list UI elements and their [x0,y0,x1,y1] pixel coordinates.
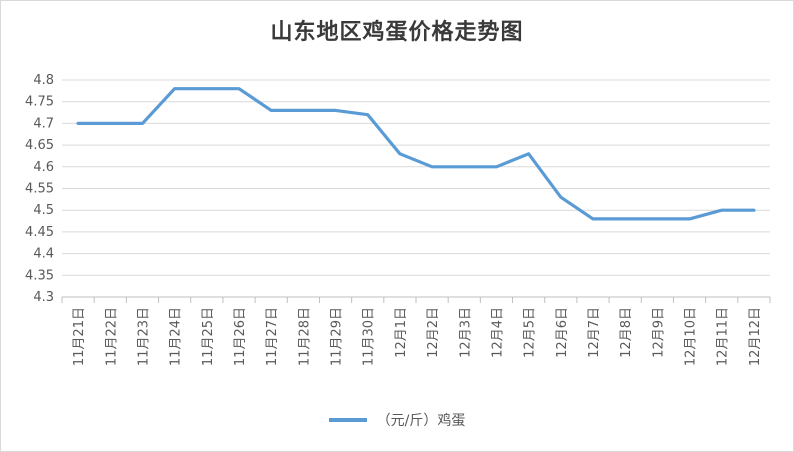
x-tick-label: 12月9日 [651,307,666,358]
y-tick-label: 4.4 [33,247,54,262]
y-tick-label: 4.5 [33,203,54,218]
x-tick-label: 12月6日 [555,307,570,358]
y-tick-label: 4.8 [33,73,54,88]
x-tick-label: 12月5日 [523,307,538,358]
x-tick-label: 11月24日 [169,307,184,366]
x-tick-label: 12月1日 [394,307,409,358]
x-tick-label: 12月12日 [748,307,763,366]
x-tick-label: 12月10日 [684,307,699,366]
y-tick-label: 4.7 [33,116,54,131]
x-tick-label: 11月22日 [104,307,119,366]
y-axis: 4.3 4.35 4.4 4.45 4.5 4.55 4.6 4.65 4.7 4.75 4.8 [25,73,54,305]
legend: （元/斤）鸡蛋 [0,410,794,430]
x-tick-label: 12月8日 [619,307,634,358]
y-tick-label: 4.55 [25,182,54,197]
x-tick-label: 11月30日 [362,307,377,366]
y-tick-label: 4.75 [25,95,54,110]
series-line [76,87,756,221]
x-tick-label: 11月21日 [72,307,87,366]
y-tick-label: 4.3 [33,290,54,305]
x-tick-label: 11月28日 [297,307,312,366]
y-tick-label: 4.65 [25,138,54,153]
y-tick-label: 4.45 [25,225,54,240]
x-tick-label: 11月29日 [330,307,345,366]
legend-label: （元/斤）鸡蛋 [376,413,466,429]
x-tick-label: 12月4日 [490,307,505,358]
x-tick-label: 12月2日 [426,307,441,358]
x-tick-label: 12月3日 [458,307,473,358]
y-tick-label: 4.6 [33,160,54,175]
x-tick-label: 11月23日 [136,307,151,366]
chart-title: 山东地区鸡蛋价格走势图 [270,20,524,45]
legend-swatch [328,418,367,422]
x-tick-label: 11月26日 [233,307,248,366]
x-tick-label: 11月27日 [265,307,280,366]
gridlines [62,79,770,298]
y-tick-label: 4.35 [25,268,54,283]
x-axis: 11月21日 11月22日 11月23日 11月24日 11月25日 11月26日 11月2… [61,297,771,366]
x-tick-label: 12月7日 [587,307,602,358]
x-tick-label: 12月11日 [716,307,731,366]
series-layer [76,87,756,221]
x-tick-label: 11月25日 [201,307,216,366]
